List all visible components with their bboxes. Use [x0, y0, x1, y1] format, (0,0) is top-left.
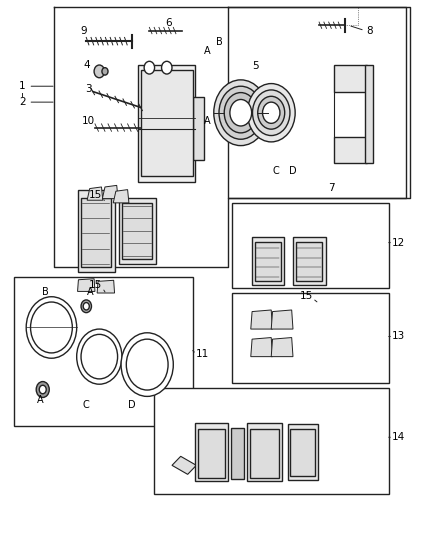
Polygon shape: [172, 456, 196, 474]
Text: 6: 6: [166, 18, 172, 28]
Text: 13: 13: [392, 332, 405, 342]
Bar: [231, 428, 244, 479]
Bar: [78, 190, 115, 272]
Circle shape: [144, 61, 155, 74]
Text: 3: 3: [85, 84, 92, 94]
Text: 8: 8: [366, 26, 372, 36]
Text: B: B: [42, 287, 48, 297]
Polygon shape: [102, 185, 118, 199]
Circle shape: [247, 84, 295, 142]
Bar: [334, 65, 367, 92]
Polygon shape: [78, 279, 95, 292]
Bar: [119, 198, 156, 264]
Bar: [232, 203, 389, 288]
Text: A: A: [87, 287, 94, 297]
Circle shape: [81, 334, 117, 379]
Circle shape: [94, 65, 105, 78]
Circle shape: [102, 68, 108, 75]
Text: 12: 12: [392, 238, 405, 248]
Circle shape: [83, 303, 89, 310]
Text: 15: 15: [300, 290, 313, 301]
Polygon shape: [228, 7, 410, 198]
Text: A: A: [204, 116, 210, 126]
Circle shape: [224, 93, 257, 133]
Circle shape: [219, 86, 262, 139]
Text: 1: 1: [19, 81, 25, 91]
Bar: [198, 429, 225, 478]
Bar: [154, 389, 389, 495]
Text: B: B: [215, 37, 223, 47]
Circle shape: [253, 90, 290, 135]
Polygon shape: [113, 190, 129, 203]
Bar: [14, 277, 193, 425]
Polygon shape: [251, 310, 272, 329]
Bar: [232, 293, 389, 383]
Text: 14: 14: [392, 432, 405, 442]
Bar: [81, 198, 111, 266]
Text: 2: 2: [19, 97, 25, 107]
Text: 15: 15: [88, 280, 102, 290]
Bar: [334, 136, 367, 163]
Circle shape: [262, 102, 280, 123]
Circle shape: [121, 333, 173, 397]
Text: 4: 4: [83, 60, 89, 70]
Circle shape: [39, 385, 46, 394]
Bar: [254, 241, 281, 281]
Polygon shape: [53, 7, 406, 266]
Bar: [141, 70, 193, 176]
Polygon shape: [87, 187, 103, 200]
Polygon shape: [271, 310, 293, 329]
Circle shape: [36, 382, 49, 398]
Polygon shape: [251, 337, 272, 357]
Polygon shape: [97, 280, 115, 293]
Bar: [290, 429, 315, 476]
Text: 7: 7: [328, 183, 335, 193]
Text: C: C: [272, 166, 279, 176]
Circle shape: [214, 80, 268, 146]
Text: A: A: [37, 395, 44, 405]
Circle shape: [258, 96, 285, 129]
Bar: [247, 423, 282, 481]
Circle shape: [31, 302, 72, 353]
Polygon shape: [271, 337, 293, 357]
Bar: [195, 423, 228, 481]
Circle shape: [230, 100, 252, 126]
Text: A: A: [204, 46, 210, 56]
Bar: [293, 237, 325, 285]
Text: 15: 15: [88, 190, 102, 200]
Bar: [122, 203, 152, 259]
Bar: [251, 429, 279, 478]
Text: 9: 9: [81, 26, 88, 36]
Text: D: D: [289, 166, 297, 176]
Text: C: C: [83, 400, 90, 410]
Circle shape: [162, 61, 172, 74]
Text: 11: 11: [196, 349, 209, 359]
Bar: [296, 241, 322, 281]
Circle shape: [26, 297, 77, 358]
Bar: [252, 237, 284, 285]
Text: 5: 5: [252, 61, 258, 71]
Bar: [193, 97, 204, 160]
Bar: [288, 424, 318, 480]
Circle shape: [81, 300, 92, 313]
Circle shape: [126, 339, 168, 390]
Bar: [365, 65, 373, 163]
Circle shape: [77, 329, 122, 384]
Bar: [138, 65, 195, 182]
Text: D: D: [128, 400, 136, 410]
Text: 10: 10: [82, 116, 95, 126]
